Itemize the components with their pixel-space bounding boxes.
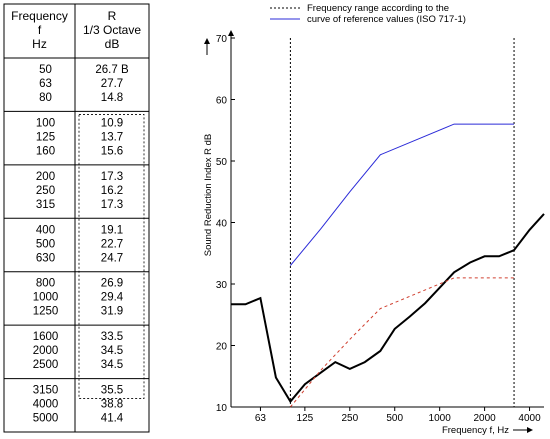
x-axis-label: Frequency f, Hz [442,425,509,436]
table-cell-frequency: 50 [39,64,52,76]
table-cell-frequency: 1250 [33,306,59,318]
table-cell-r: 33.5 [101,331,123,343]
table-cell-r: 17.3 [101,171,123,183]
table-cell-frequency: 500 [36,238,55,250]
table-cell-frequency: 3150 [33,385,59,397]
table-cell-r: 17.3 [101,199,123,211]
y-axis-label-arrow [204,38,210,44]
y-axis-arrow [228,30,234,36]
table-cell-frequency: 80 [39,92,52,104]
table-cell-frequency: 315 [36,199,55,211]
table-cell-r: 35.5 [101,385,123,397]
table-header-frequency: f [38,23,42,37]
y-tick-label: 60 [216,96,228,107]
table-header-r: R [108,9,117,23]
y-tick-label: 30 [216,280,228,291]
table-cell-r: 29.4 [101,292,124,304]
series-line-shifted_reference [290,277,514,408]
y-tick-label: 40 [216,219,228,230]
table-cell-frequency: 4000 [33,399,59,411]
table-cell-r: 27.7 [101,78,123,90]
table-cell-r: 34.5 [101,359,123,371]
x-tick-label: 2000 [473,413,496,424]
table-range-marker [78,114,145,399]
x-tick-label: 125 [297,413,314,424]
table-cell-r: 14.8 [101,92,123,104]
table-cell-r: 22.7 [101,238,123,250]
x-tick-label: 4000 [518,413,541,424]
table-cell-r: 31.9 [101,306,123,318]
x-axis-label-arrow [527,427,533,433]
y-tick-label: 70 [216,34,228,45]
table-cell-r: 13.7 [101,131,123,143]
table-cell-frequency: 160 [36,145,55,157]
table-cell-r: 41.4 [101,413,124,425]
table-cell-frequency: 100 [36,117,55,129]
table-cell-r: 34.5 [101,345,123,357]
legend-label-reference: curve of reference values (ISO 717-1) [307,14,466,25]
table-cell-r: 19.1 [101,224,123,236]
table-cell-r: 10.9 [101,117,123,129]
table-cell-frequency: 5000 [33,413,59,425]
y-tick-label: 50 [216,157,228,168]
table-cell-frequency: 125 [36,131,55,143]
table-cell-frequency: 250 [36,185,55,197]
legend-label-range: Frequency range according to the [307,3,449,14]
table-cell-frequency: 1000 [33,292,59,304]
table-header-frequency: Hz [32,37,47,51]
plot-area: 10 20 30 40 50 60 70 63 125 250 500 1000 2000 4000 [204,30,545,433]
table-cell-r: 26.7 B [95,64,129,76]
table-cell-r: 38.8 [101,399,123,411]
table-header-r: 1/3 Octave [83,23,141,37]
table-cell-frequency: 200 [36,171,55,183]
table-cell-r: 24.7 [101,252,123,264]
table-cells: Frequency Rf 1/3 Octave Hz dB 50 26.7 B 63 27.7 8… [11,9,141,425]
x-tick-label: 1000 [429,413,452,424]
table-header-frequency: Frequency [11,9,68,23]
table-cell-frequency: 1600 [33,331,59,343]
series-line-measured [231,213,545,404]
series-line-reference [290,123,514,266]
table-cell-frequency: 630 [36,252,55,264]
table-cell-frequency: 2000 [33,345,59,357]
x-tick-label: 250 [341,413,358,424]
x-tick-label: 63 [255,413,267,424]
y-axis-label: Sound Reduction Index R dB [203,134,214,257]
table-grid [3,3,150,433]
table-cell-r: 15.6 [101,145,123,157]
y-tick-label: 20 [216,342,228,353]
table-header-r: dB [105,37,120,51]
table-cell-frequency: 800 [36,278,55,290]
table-cell-frequency: 2500 [33,359,59,371]
y-tick-label: 10 [216,403,228,414]
chart-legend: Frequency range according to the curve o… [270,3,466,25]
table-cell-r: 16.2 [101,185,123,197]
table-cell-frequency: 63 [39,78,52,90]
table-cell-r: 26.9 [101,278,123,290]
x-tick-label: 500 [386,413,403,424]
table-cell-frequency: 400 [36,224,55,236]
